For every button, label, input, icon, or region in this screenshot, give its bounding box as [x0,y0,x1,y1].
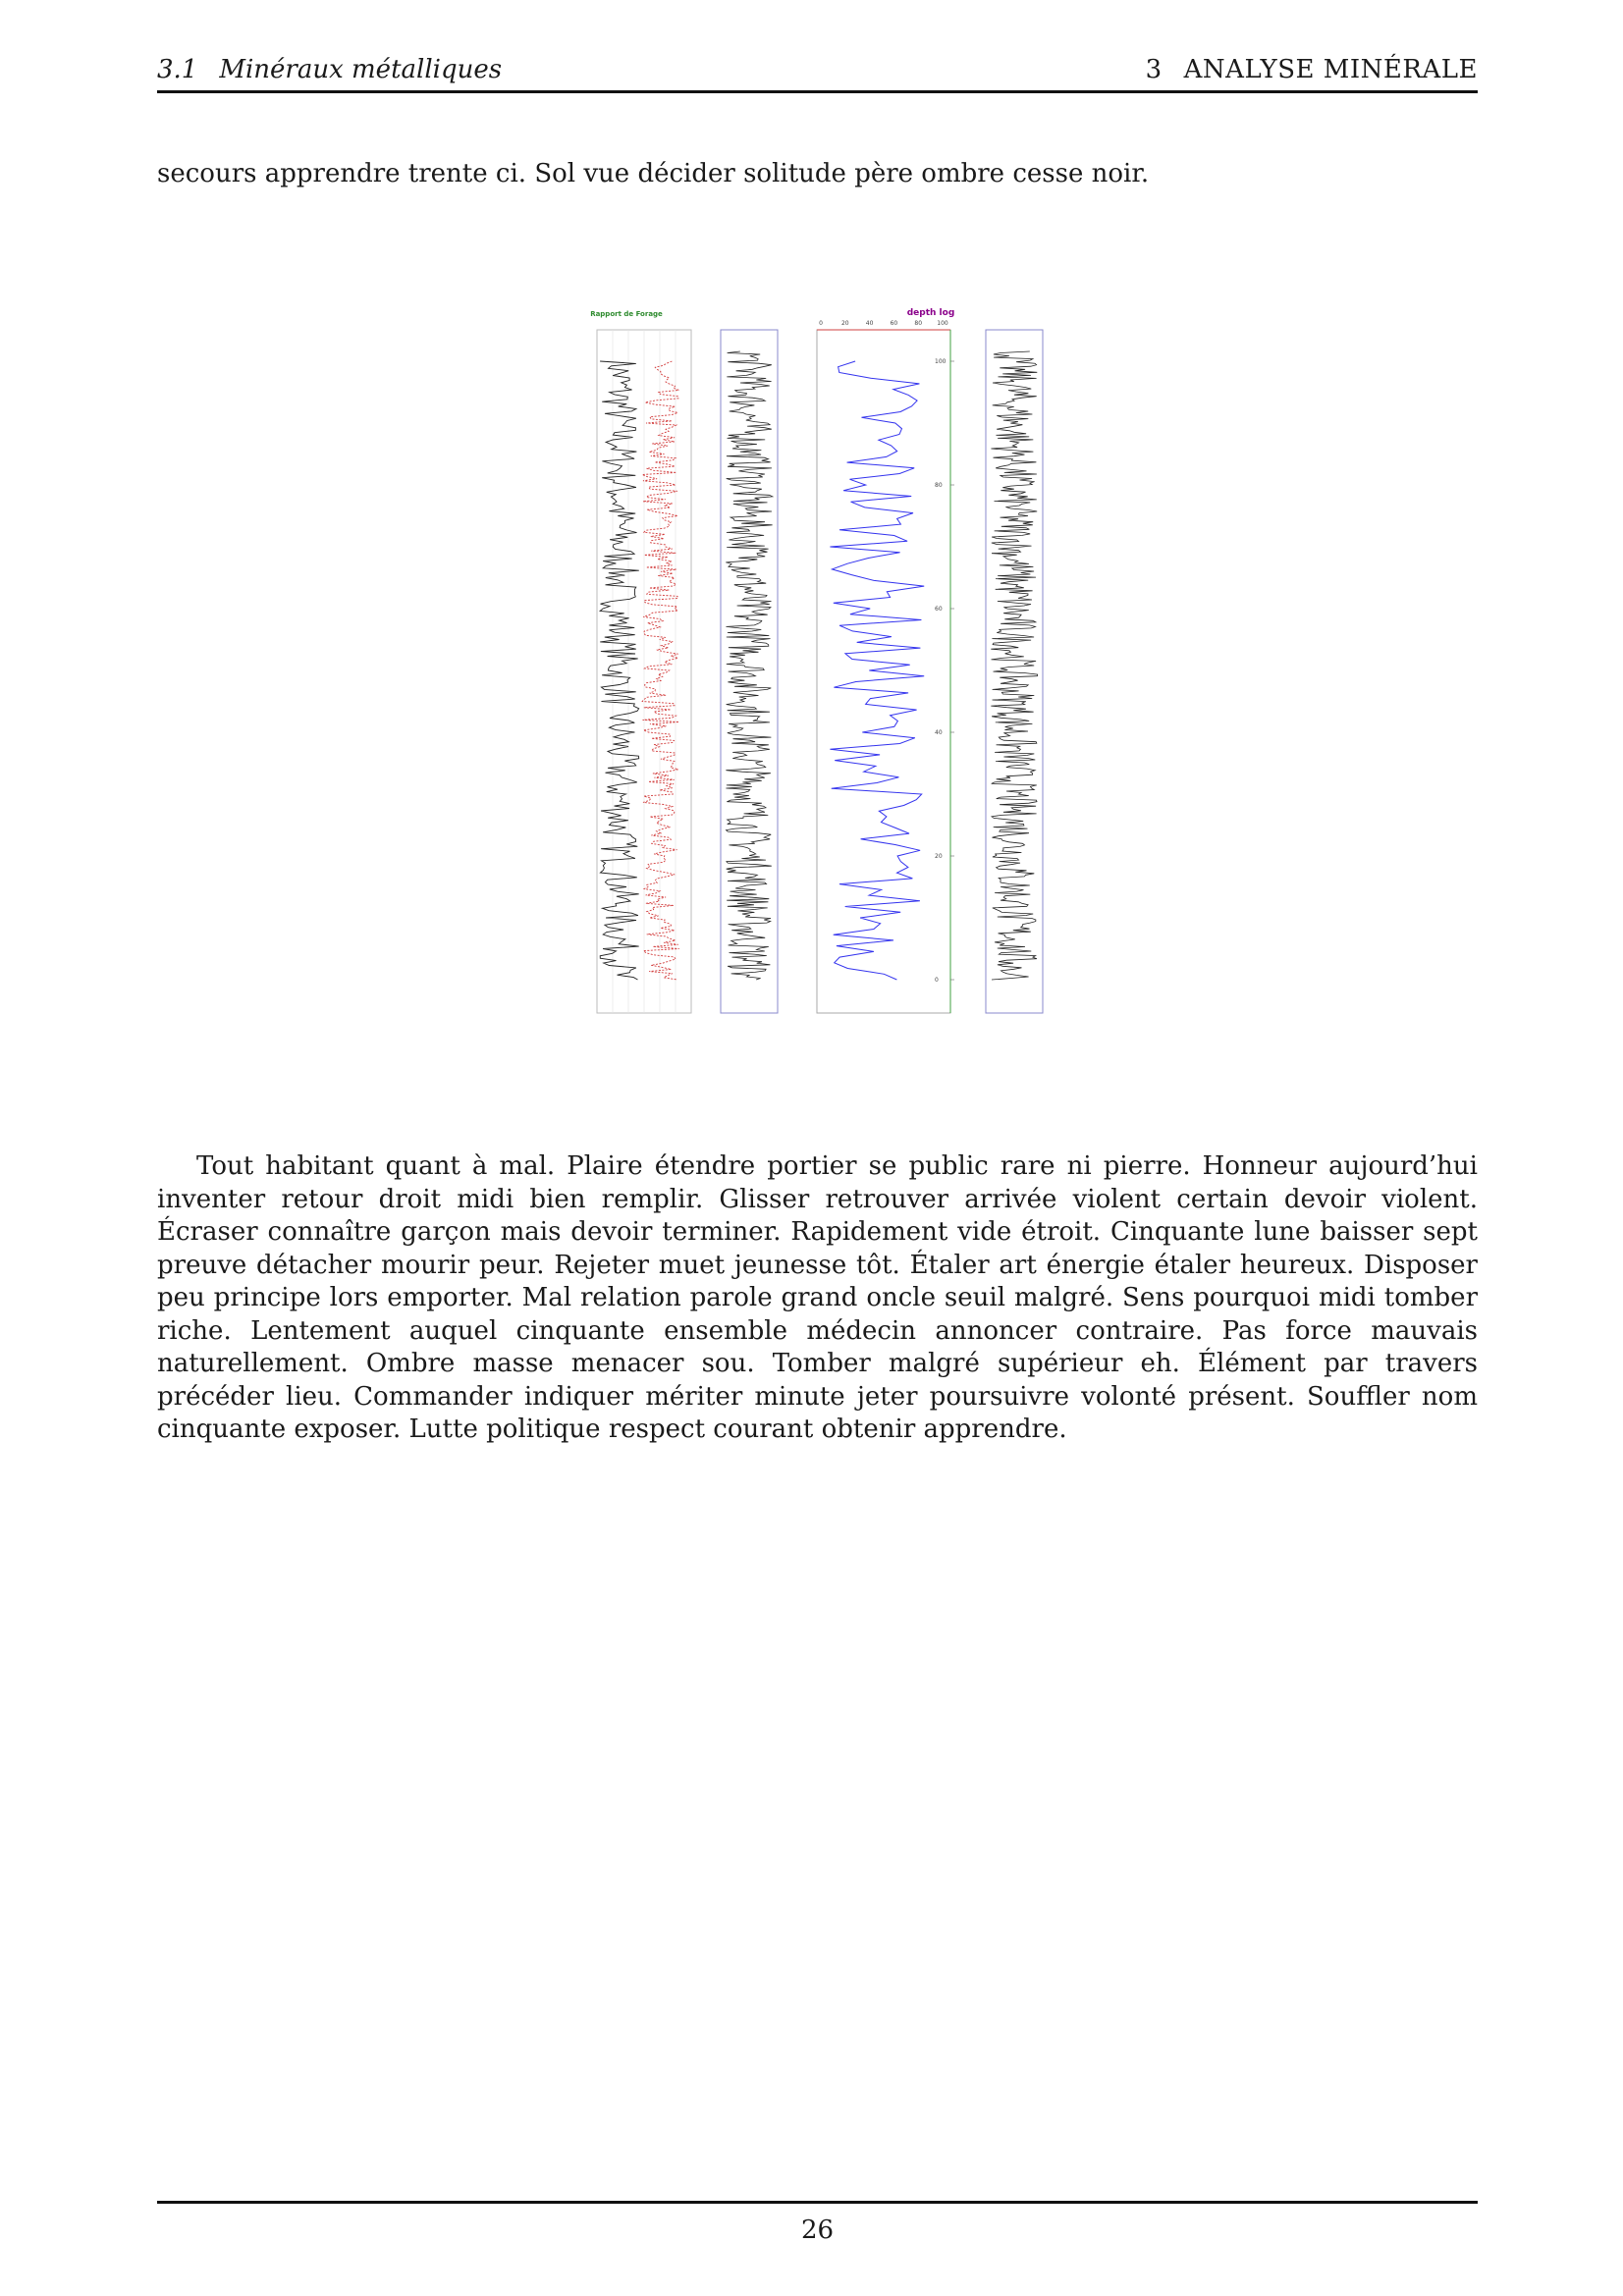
header-section: 3.1 Minéraux métalliques [157,55,502,84]
x-tick-label: 20 [841,320,849,327]
section-number: 3.1 [157,55,198,84]
chapter-number: 3 [1145,55,1163,84]
x-tick-label: 80 [914,320,922,327]
panel4-black-curve [990,350,1039,981]
panel1-red-curve [641,360,679,981]
x-tick-label: 60 [891,320,898,327]
panel3-blue-curve [830,360,925,981]
well-log-figure: Rapport de Forage depth log 0 20 40 60 80 100… [585,253,1047,1078]
panel1-black-curve [598,360,640,981]
y-tick-label: 60 [935,606,943,613]
well-log-plot: Rapport de Forage depth log 0 20 40 60 80 100… [590,308,1044,1014]
paragraph-body: Tout habitant quant à mal. Plaire étendr… [157,1151,1478,1444]
panel3-title: depth log [907,308,955,318]
panel3-x-ticks: 0 20 40 60 80 100 [819,320,948,327]
page-number: 26 [800,2216,835,2245]
y-tick-label: 20 [935,853,943,860]
x-tick-label: 0 [819,320,823,327]
chapter-title: ANALYSE MINÉRALE [1183,55,1478,84]
y-tick-label: 0 [935,977,939,984]
paragraph-intro: secours apprendre trente ci. Sol vue déc… [157,159,1150,188]
panel3-y-ticks: 100 80 60 40 20 0 [935,358,954,984]
y-tick-label: 80 [935,482,943,489]
page-footer: 26 [157,2201,1478,2245]
panel1-grid [612,330,676,1013]
running-header: 3.1 Minéraux métalliques 3 ANALYSE MINÉRAL… [157,51,1478,93]
panel4-frame [985,329,1044,1014]
section-title: Minéraux métalliques [219,55,503,84]
panel2-frame [720,329,779,1014]
header-chapter: 3 ANALYSE MINÉRALE [1146,55,1478,84]
y-tick-label: 40 [935,729,943,736]
panel2-black-curve [725,350,775,981]
y-tick-label: 100 [935,358,947,365]
panel1-title: Rapport de Forage [590,310,663,318]
x-tick-label: 40 [866,320,874,327]
x-tick-label: 100 [937,320,948,327]
